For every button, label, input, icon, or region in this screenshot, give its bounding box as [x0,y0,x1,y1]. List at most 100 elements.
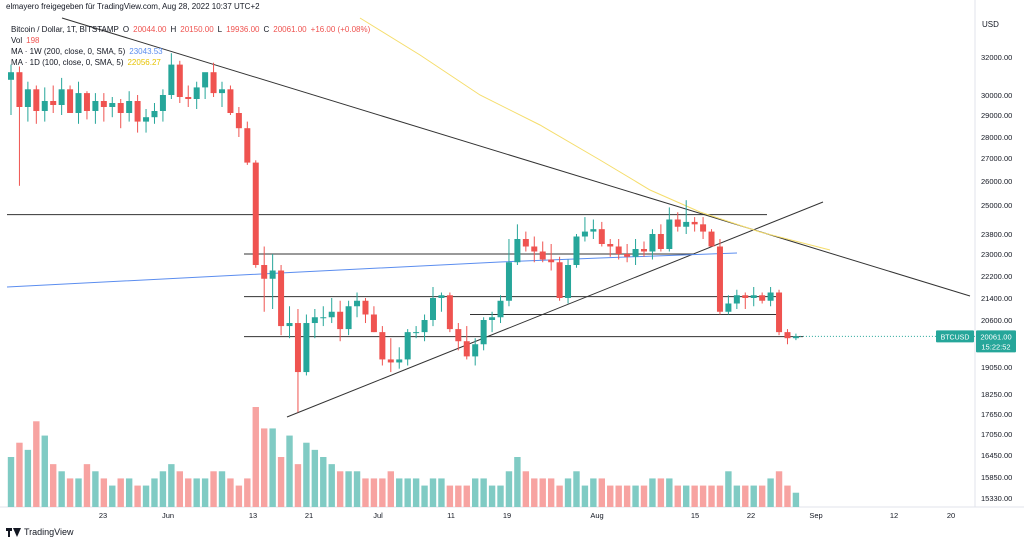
candle-body[interactable] [708,231,715,247]
candle-body[interactable] [202,72,209,88]
tradingview-footer[interactable]: TradingView [6,527,74,537]
candle-body[interactable] [505,262,512,301]
candle-body[interactable] [581,231,588,237]
candle-body[interactable] [235,113,242,129]
candle-body[interactable] [759,295,766,301]
candle-body[interactable] [784,332,791,339]
candle-body[interactable] [311,317,318,324]
candle-body[interactable] [463,341,470,357]
candle-body[interactable] [700,224,707,232]
candle-body[interactable] [548,259,555,263]
candle-body[interactable] [565,265,572,298]
candle-body[interactable] [8,72,14,80]
candle-body[interactable] [455,329,462,342]
candle-body[interactable] [742,295,749,298]
candle-body[interactable] [345,306,352,330]
candle-body[interactable] [193,87,200,99]
candle-body[interactable] [590,229,597,232]
candle-body[interactable] [185,97,192,99]
candle-body[interactable] [514,239,521,263]
candle-body[interactable] [16,72,23,107]
candle-body[interactable] [320,317,327,319]
candle-body[interactable] [674,219,681,227]
candle-body[interactable] [446,295,453,330]
candle-body[interactable] [303,323,310,373]
candle-body[interactable] [379,332,386,360]
candle-body[interactable] [716,246,723,312]
candle-body[interactable] [100,101,107,107]
candle-body[interactable] [33,89,40,111]
candle-body[interactable] [396,359,403,363]
candle-body[interactable] [489,317,496,320]
candle-body[interactable] [370,314,377,333]
candle-body[interactable] [134,101,141,122]
candle-body[interactable] [598,229,605,244]
candle-body[interactable] [733,295,740,304]
candle-body[interactable] [41,101,48,111]
candle-body[interactable] [67,89,74,113]
candle-body[interactable] [691,221,698,225]
candle-body[interactable] [615,246,622,255]
candle-body[interactable] [607,244,614,247]
candle-body[interactable] [657,234,664,249]
volume-label[interactable]: Vol [11,36,23,45]
candle-body[interactable] [649,234,656,252]
candle-body[interactable] [497,300,504,318]
candle-body[interactable] [151,111,158,118]
candle-body[interactable] [92,101,99,111]
candle-body[interactable] [75,93,82,113]
candle-body[interactable] [58,89,65,105]
candle-body[interactable] [337,311,344,330]
candle-body[interactable] [539,251,546,260]
candle-body[interactable] [767,292,774,301]
candle-body[interactable] [252,162,259,265]
candle-body[interactable] [294,323,301,373]
candle-body[interactable] [159,95,166,111]
candle-body[interactable] [776,292,783,333]
candle-body[interactable] [632,249,639,257]
candle-body[interactable] [269,270,276,279]
candle-body[interactable] [278,270,285,327]
candle-body[interactable] [430,298,436,320]
candle-body[interactable] [556,262,563,298]
ma2-label[interactable]: MA · 1D (100, close, 0, SMA, 5) [11,58,124,67]
candle-body[interactable] [219,89,225,94]
candle-body[interactable] [438,295,445,298]
candle-body[interactable] [328,311,335,318]
candle-body[interactable] [624,254,631,257]
candle-body[interactable] [387,359,394,363]
candle-body[interactable] [109,103,116,107]
candle-body[interactable] [480,320,487,345]
symbol-name[interactable]: Bitcoin / Dollar, 1T, BITSTAMP [11,25,119,34]
candle-body[interactable] [531,246,538,252]
candle-body[interactable] [176,64,183,97]
candle-body[interactable] [750,295,757,298]
candle-body[interactable] [117,103,124,113]
candle-body[interactable] [666,219,673,250]
candle-body[interactable] [210,72,217,94]
candle-body[interactable] [50,101,57,105]
candle-body[interactable] [168,64,175,95]
candle-body[interactable] [83,93,90,111]
candle-body[interactable] [362,300,369,315]
candle-body[interactable] [143,117,150,122]
candle-body[interactable] [404,332,411,360]
candle-body[interactable] [227,89,234,113]
candle-body[interactable] [421,320,428,333]
ma1-label[interactable]: MA · 1W (200, close, 0, SMA, 5) [11,47,126,56]
candle-body[interactable] [24,89,31,107]
candle-body[interactable] [126,101,133,113]
candle-body[interactable] [244,128,251,163]
candle-body[interactable] [286,323,293,327]
candle-body[interactable] [522,239,529,247]
candle-body[interactable] [472,344,479,357]
candle-body[interactable] [413,332,420,334]
candle-body[interactable] [641,249,647,252]
candle-body[interactable] [261,265,268,279]
candle-body[interactable] [725,303,732,312]
candle-body[interactable] [354,300,361,307]
candle-body[interactable] [792,336,799,339]
candle-body[interactable] [573,236,580,266]
candle-body[interactable] [683,221,690,227]
